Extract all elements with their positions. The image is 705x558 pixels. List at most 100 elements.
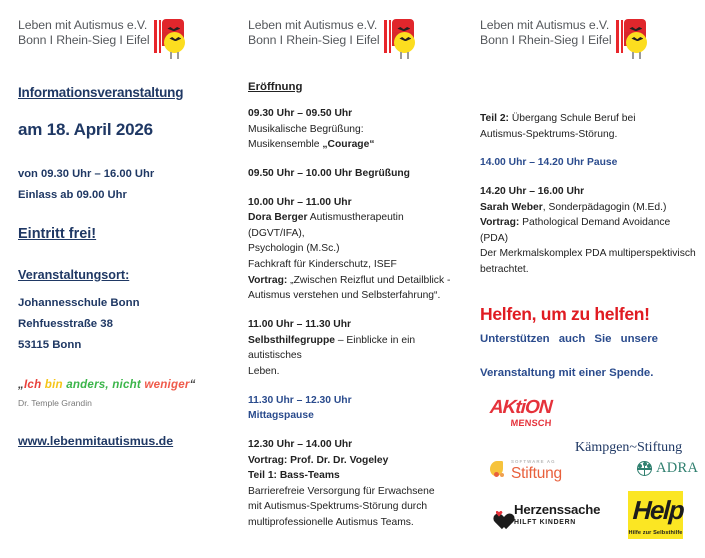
speaker-name: Dora Berger bbox=[248, 212, 308, 224]
talk-label: Vortrag: bbox=[248, 274, 288, 286]
brand-header-right: Leben mit Autismus e.V. Bonn I Rhein-Sie… bbox=[480, 18, 697, 59]
talk-label: Vortrag: bbox=[480, 217, 520, 229]
quote-author: Dr. Temple Grandin bbox=[18, 398, 92, 409]
help-wordmark: Help bbox=[632, 495, 684, 526]
quote-word: anders, bbox=[66, 378, 109, 392]
program-block: 14.20 Uhr – 16.00 Uhr Sarah Weber, Sonde… bbox=[480, 184, 697, 278]
program-block: 09.30 Uhr – 09.50 Uhr Musikalische Begrü… bbox=[248, 106, 460, 153]
event-times: von 09.30 Uhr – 16.00 Uhr Einlass ab 09.… bbox=[18, 164, 226, 207]
group-label: Selbsthilfegruppe bbox=[248, 334, 335, 346]
heart-icon bbox=[490, 506, 509, 523]
quote-line: „Ich bin anders, nicht weniger“ bbox=[18, 378, 226, 391]
venue-address: Johannesschule Bonn Rehfuesstraße 38 531… bbox=[18, 293, 226, 357]
donation-text-line-1: Unterstützen auch Sie unsere bbox=[480, 332, 658, 345]
brand-line-1: Leben mit Autismus e.V. bbox=[18, 18, 148, 32]
event-date: am 18. April 2026 bbox=[18, 120, 153, 139]
quote-close-mark: “ bbox=[189, 378, 196, 392]
herzenssache-wordmark: Herzenssache bbox=[514, 502, 601, 518]
sponsor-logo-software-ag-stiftung: SOFTWARE AG Stiftung bbox=[490, 459, 562, 482]
flyer-page: Leben mit Autismus e.V. Bonn I Rhein-Sie… bbox=[0, 0, 705, 492]
program-line-emphasis: „Courage“ bbox=[322, 139, 375, 151]
website-link[interactable]: www.lebenmitautismus.de bbox=[18, 434, 174, 449]
donation-text: Unterstützen auch Sie unsere Veranstaltu… bbox=[480, 331, 658, 382]
program-block: 11.00 Uhr – 11.30 Uhr Selbsthilfegruppe … bbox=[248, 317, 460, 380]
event-time-range: von 09.30 Uhr – 16.00 Uhr bbox=[18, 168, 155, 180]
program-line: Vortrag: „Zwischen Reizflut und Detailbl… bbox=[248, 274, 451, 286]
event-doors-open: Einlass ab 09.00 Uhr bbox=[18, 189, 127, 202]
column-right: Leben mit Autismus e.V. Bonn I Rhein-Sie… bbox=[472, 0, 705, 540]
program-line: Barrierefreie Versorgung für Erwachsene bbox=[248, 485, 435, 497]
brand-text: Leben mit Autismus e.V. Bonn I Rhein-Sie… bbox=[480, 18, 612, 48]
software-ag-text: SOFTWARE AG Stiftung bbox=[511, 459, 562, 482]
program-block: 09.50 Uhr – 10.00 Uhr Begrüßung bbox=[248, 166, 460, 182]
program-time: 10.00 Uhr – 11.00 Uhr bbox=[248, 196, 352, 208]
program-line: Psychologin (M.Sc.) bbox=[248, 243, 340, 255]
program-block: 10.00 Uhr – 11.00 Uhr Dora Berger Autism… bbox=[248, 195, 460, 304]
program-time: 09.30 Uhr – 09.50 Uhr bbox=[248, 108, 353, 119]
brand-text: Leben mit Autismus e.V. Bonn I Rhein-Sie… bbox=[248, 18, 380, 48]
brand-line-2: Bonn I Rhein-Sieg I Eifel bbox=[480, 33, 612, 47]
program-heading: Eröffnung bbox=[248, 81, 303, 93]
program-line: betrachtet. bbox=[480, 264, 529, 276]
autism-bird-logo-icon bbox=[154, 19, 190, 59]
program-line: Vortrag: Prof. Dr. Dr. Vogeley bbox=[248, 454, 389, 466]
program-block-break: 14.00 Uhr – 14.20 Uhr Pause bbox=[480, 155, 697, 171]
software-ag-subtext: SOFTWARE AG bbox=[511, 459, 556, 465]
column-left: Leben mit Autismus e.V. Bonn I Rhein-Sie… bbox=[0, 0, 240, 492]
venue-line: Johannesschule Bonn bbox=[18, 296, 140, 309]
part-label: Teil 2: bbox=[480, 113, 509, 124]
program-line: Leben. bbox=[248, 365, 280, 377]
program-time: 11.30 Uhr – 12.30 Uhr bbox=[248, 394, 352, 406]
program-line: Musikalische Begrüßung: bbox=[248, 123, 364, 135]
sponsor-logo-kaempgen-stiftung: Kämpgen~Stiftung bbox=[575, 440, 683, 456]
program-line: Autismus verstehen und Selbsterfahrung“. bbox=[248, 290, 441, 302]
quote-word: bin bbox=[44, 378, 63, 392]
brand-line-1: Leben mit Autismus e.V. bbox=[248, 18, 378, 32]
program-block: Teil 2: Übergang Schule Beruf bei Autism… bbox=[480, 111, 697, 142]
program-line: Fachkraft für Kinderschutz, ISEF bbox=[248, 259, 397, 271]
herzenssache-text: Herzenssache HILFT KINDERN bbox=[514, 502, 601, 526]
program-line: Musikensemble „Courage“ bbox=[248, 139, 375, 151]
aktion-mensch-wordmark: AKtiON bbox=[489, 397, 553, 419]
speaker-name: Sarah Weber bbox=[480, 201, 543, 213]
page-title: Informationsveranstaltung bbox=[18, 85, 184, 100]
autism-bird-logo-icon bbox=[616, 19, 652, 59]
program-line: Sarah Weber, Sonderpädagogin (M.Ed.) bbox=[480, 201, 667, 213]
donation-text-line-2: Veranstaltung mit einer Spende. bbox=[480, 366, 654, 379]
quote-word: Ich bbox=[24, 378, 42, 392]
program-block: 12.30 Uhr – 14.00 Uhr Vortrag: Prof. Dr.… bbox=[248, 437, 460, 531]
program-block-break: 11.30 Uhr – 12.30 Uhr Mittagspause bbox=[248, 393, 460, 424]
adra-wordmark: ADRA bbox=[656, 460, 699, 477]
sponsor-logo-help: Help Hilfe zur Selbsthilfe bbox=[628, 491, 684, 540]
free-entry-note: Eintritt frei! bbox=[18, 225, 97, 242]
program-time: 12.30 Uhr – 14.00 Uhr bbox=[248, 438, 353, 450]
aktion-mensch-subtext: MENSCH bbox=[510, 418, 552, 429]
herzenssache-subtext: HILFT KINDERN bbox=[514, 518, 576, 526]
program-line: Selbsthilfegruppe – Einblicke in ein aut… bbox=[248, 334, 416, 362]
sponsor-logo-herzenssache: Herzenssache HILFT KINDERN bbox=[490, 502, 601, 526]
brand-line-1: Leben mit Autismus e.V. bbox=[480, 18, 610, 32]
quote-open-mark: „ bbox=[18, 378, 24, 392]
program-time: 14.00 Uhr – 14.20 Uhr Pause bbox=[480, 157, 618, 169]
software-ag-wordmark: Stiftung bbox=[511, 464, 562, 482]
program-line: Mittagspause bbox=[248, 410, 314, 422]
leaf-icon bbox=[490, 461, 507, 480]
quote-word: nicht bbox=[112, 378, 141, 392]
help-subtext: Hilfe zur Selbsthilfe bbox=[628, 530, 683, 537]
brand-header-middle: Leben mit Autismus e.V. Bonn I Rhein-Sie… bbox=[248, 18, 460, 59]
brand-line-2: Bonn I Rhein-Sieg I Eifel bbox=[248, 33, 380, 47]
quote-word: weniger bbox=[144, 378, 190, 392]
globe-people-icon bbox=[635, 460, 654, 477]
venue-line: 53115 Bonn bbox=[18, 338, 82, 351]
program-line: multiprofessionelle Autismus Teams. bbox=[248, 517, 414, 529]
sponsor-logo-aktion-mensch: AKtiON MENSCH bbox=[489, 397, 553, 429]
program-time: 11.00 Uhr – 11.30 Uhr bbox=[248, 319, 352, 331]
brand-text: Leben mit Autismus e.V. Bonn I Rhein-Sie… bbox=[18, 18, 150, 48]
program-line: Dora Berger Autismustherapeutin (DGVT/IF… bbox=[248, 212, 404, 239]
donation-heading: Helfen, um zu helfen! bbox=[480, 303, 650, 324]
program-line: mit Autismus-Spektrums-Störung durch bbox=[248, 501, 428, 513]
program-line: Vortrag: Pathological Demand Avoidance (… bbox=[480, 217, 671, 244]
program-line: Autismus-Spektrums-Störung. bbox=[480, 128, 618, 140]
program-time: 09.50 Uhr – 10.00 Uhr Begrüßung bbox=[248, 167, 410, 179]
venue-line: Rehfuesstraße 38 bbox=[18, 317, 113, 330]
